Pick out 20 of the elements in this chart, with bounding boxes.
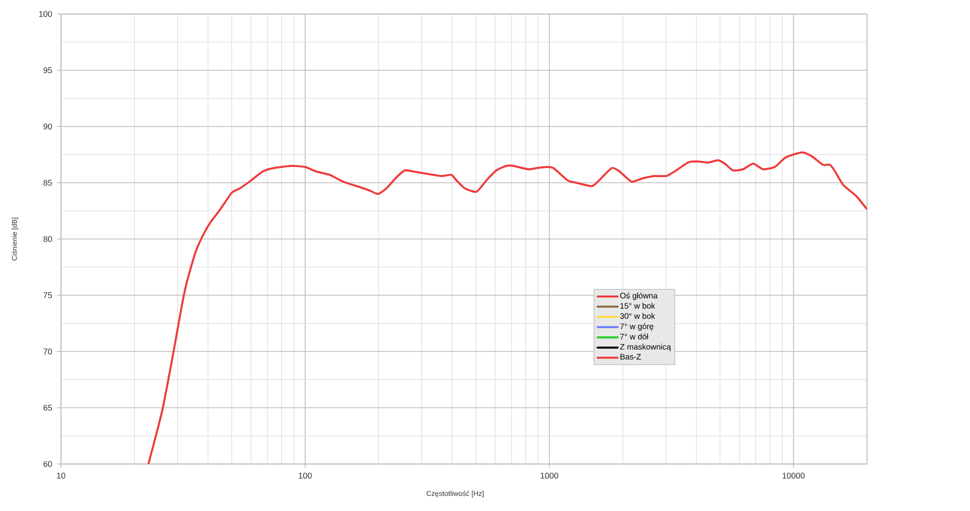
legend-label: 30° w bok [620, 312, 656, 319]
y-tick-label: 85 [43, 180, 52, 186]
legend-label: 7° w górę [620, 323, 654, 331]
legend-label: Z maskownicą [620, 344, 671, 352]
y-tick-label: 100 [39, 11, 52, 17]
legend-label: 7° w dół [620, 333, 648, 340]
x-tick-label: 10000 [782, 472, 805, 479]
x-tick-label: 10 [57, 472, 66, 479]
legend-label: 15° w bok [620, 302, 656, 309]
y-tick-label: 95 [44, 67, 52, 74]
y-tick-label: 90 [44, 124, 52, 130]
x-tick-label: 100 [298, 472, 312, 479]
x-tick-label: 1000 [540, 472, 558, 479]
y-tick-label: 75 [44, 292, 52, 298]
y-tick-label: 70 [44, 348, 52, 354]
y-tick-label: 65 [44, 404, 52, 411]
legend-label: Bas-Z [620, 354, 641, 360]
legend-label: Oś główna [620, 292, 658, 300]
y-tick-label: 80 [43, 236, 52, 242]
y-tick-label: 60 [44, 461, 52, 467]
